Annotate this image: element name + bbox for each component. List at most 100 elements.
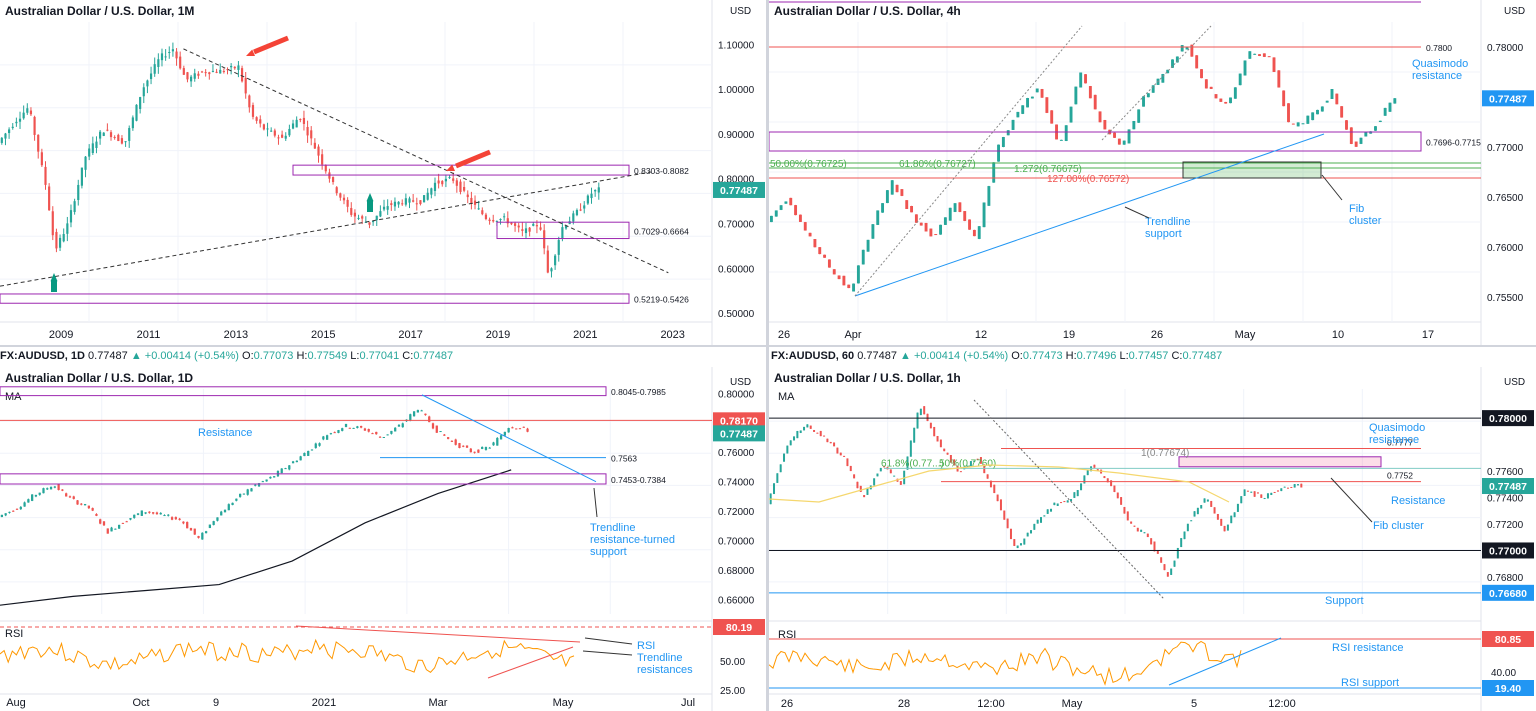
support-zone-label: 0.7453-0.7384 — [611, 475, 666, 485]
candle-body — [1206, 499, 1209, 502]
symbol-infobar-1d: FX:AUDUSD, 1D 0.77487 ▲ +0.00414 (+0.54%… — [0, 350, 454, 362]
last-price-badge: 0.77487 — [720, 185, 758, 197]
daily-chart-svg[interactable]: USDMA0.800000.780000.760000.740000.72000… — [0, 367, 766, 711]
candle-body — [827, 259, 831, 268]
candle-body — [178, 518, 181, 520]
candle-body — [876, 473, 879, 477]
candle-body — [926, 413, 929, 422]
candle-body — [1345, 120, 1348, 130]
candle-body — [859, 485, 862, 492]
chart-panel-hourly[interactable]: USD MA 0.78000 0.77000 0.76680 0.7777 0.7752 61… — [769, 367, 1536, 711]
candle-body — [1250, 491, 1253, 493]
candle-body — [163, 515, 166, 517]
chart-panel-4h[interactable]: USD0.780000.775000.770000.765000.760000.… — [769, 0, 1536, 345]
candle-body — [350, 208, 353, 215]
monthly-chart-svg[interactable]: USD 1.10000 1.00000 0.90000 0.80000 0.70000 0.… — [0, 0, 766, 345]
candle-body — [1093, 464, 1096, 468]
candle-body — [200, 71, 204, 73]
candle-body — [1200, 505, 1203, 509]
candle-body — [53, 486, 56, 488]
price: 0.77487 — [857, 350, 897, 362]
candle-body — [1113, 132, 1116, 138]
candle-body — [1142, 96, 1145, 107]
candle-body — [102, 521, 106, 526]
candle-body — [367, 429, 370, 432]
supply-demand-zone — [0, 293, 630, 304]
candle-body — [992, 162, 996, 183]
candle-body — [38, 492, 41, 495]
candle-body — [836, 447, 839, 454]
chart-panel-monthly[interactable]: USD 1.10000 1.00000 0.90000 0.80000 0.70000 0.… — [0, 0, 766, 345]
candle-body — [437, 180, 440, 184]
candle-body — [37, 134, 40, 152]
candle-body — [1253, 53, 1257, 55]
candle-body — [299, 119, 302, 121]
candle-body — [160, 53, 164, 61]
annotation: RSI — [637, 640, 655, 652]
candle-body — [1214, 94, 1218, 99]
candle-body — [1340, 106, 1344, 118]
candle-body — [170, 517, 174, 520]
annotation-pointer — [1321, 174, 1343, 201]
candle-body — [1050, 110, 1054, 124]
fib-label: 1(0.77674) — [1141, 448, 1189, 459]
candle-body — [1330, 89, 1334, 100]
candle-body — [946, 452, 949, 455]
chart-panel-daily[interactable]: USDMA0.800000.780000.760000.740000.72000… — [0, 367, 766, 711]
candle-body — [889, 469, 892, 474]
trendline-support — [854, 133, 1325, 297]
candle-body — [473, 200, 477, 205]
y-tick-label: 0.90000 — [718, 130, 755, 141]
candle-body — [333, 432, 336, 434]
candle-body — [77, 184, 80, 201]
candle-body — [280, 468, 283, 474]
candle-body — [125, 521, 128, 523]
change: ▲ +0.00414 (+0.54%) — [900, 350, 1009, 362]
candle-body — [1210, 500, 1213, 507]
candle-body — [124, 141, 127, 143]
4h-chart-svg[interactable]: USD0.780000.775000.770000.765000.760000.… — [769, 0, 1536, 345]
candle-body — [470, 197, 473, 204]
candle-body — [1263, 498, 1266, 500]
candle-body — [1270, 492, 1273, 496]
candle-body — [1224, 101, 1228, 104]
candle-body — [776, 473, 779, 483]
candle-body — [856, 265, 860, 284]
candle-body — [356, 426, 359, 428]
candle-body — [281, 134, 284, 138]
candle-body — [84, 156, 87, 170]
candle-body — [452, 178, 455, 181]
candle-body — [1116, 492, 1119, 499]
candle-body — [106, 129, 109, 131]
candle-body — [329, 433, 333, 435]
candle-body — [361, 216, 364, 219]
candle-body — [251, 105, 255, 117]
candle-body — [1029, 530, 1032, 534]
candle-body — [1180, 45, 1184, 52]
candle-body — [208, 524, 212, 528]
candle-body — [1050, 508, 1053, 512]
candle-body — [313, 142, 316, 149]
candle-body — [515, 428, 518, 430]
annotation: Resistance — [1391, 495, 1445, 507]
candle-body — [564, 225, 568, 229]
candle-body — [1153, 541, 1156, 552]
ascending-trendline — [0, 171, 651, 287]
candle-body — [499, 218, 502, 221]
rsi-support-badge-bg — [1482, 680, 1534, 696]
candle-body — [87, 505, 91, 509]
candle-body — [463, 187, 466, 191]
green-arrow — [51, 280, 57, 292]
x-tick-label: May — [553, 697, 574, 709]
candle-body — [1306, 115, 1310, 124]
candle-body — [1258, 54, 1261, 56]
horizontal-divider — [0, 345, 1536, 347]
hourly-chart-svg[interactable]: USD MA 0.78000 0.77000 0.76680 0.7777 0.7752 61… — [769, 367, 1536, 711]
candle-body — [863, 495, 866, 498]
candle-body — [401, 203, 404, 205]
candle-body — [295, 460, 298, 463]
candle-body — [881, 203, 885, 213]
candle-body — [62, 234, 65, 242]
candle-body — [873, 478, 876, 486]
x-tick-label: 12:00 — [1268, 698, 1296, 710]
